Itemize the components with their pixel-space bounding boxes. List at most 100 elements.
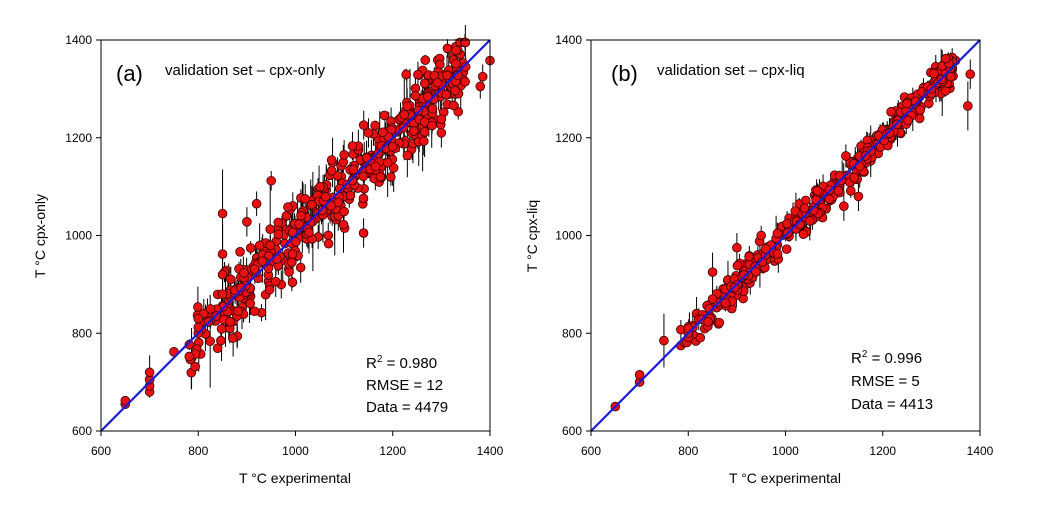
- panel-a-data-point: [242, 217, 252, 227]
- panel-a-data-point: [401, 69, 411, 80]
- panel-b-tag: (b): [611, 61, 638, 86]
- panel-b-data-point: [732, 242, 742, 253]
- panel-b-y-tick-label: 1200: [555, 131, 582, 145]
- panel-a-r2: R2 = 0.980: [366, 354, 437, 372]
- panel-b-y-tick-label: 800: [562, 326, 582, 340]
- panel-a-data-point: [448, 100, 459, 111]
- panel-b-data-point: [833, 185, 844, 196]
- panel-a-data-point: [249, 306, 260, 317]
- panel-b-x-tick-label: 1000: [772, 444, 799, 458]
- panel-a-data-point: [419, 127, 430, 137]
- panel-a-data-point: [317, 205, 328, 216]
- panel-a-data-point: [427, 120, 437, 131]
- panel-b-data-point: [760, 244, 771, 254]
- panel-a-data-point: [296, 210, 306, 221]
- panel-a-data-point: [363, 128, 374, 138]
- panel-a-data-point: [347, 141, 358, 151]
- panel-b-y-tick-label: 1000: [555, 229, 582, 243]
- panel-b-data-point: [965, 69, 976, 80]
- panel-a-data-point: [245, 298, 256, 309]
- panel-a-data-point: [432, 77, 443, 88]
- panel-a-data-point: [236, 282, 246, 293]
- panel-b-data-point: [929, 68, 939, 79]
- panel-a-data-point: [304, 227, 314, 238]
- panel-a-data-point: [300, 194, 311, 204]
- panel-b-data-point: [824, 194, 835, 204]
- panel-b-data-point: [841, 151, 851, 161]
- panel-a-data-point: [408, 126, 419, 136]
- panel-b-data-point: [707, 294, 718, 304]
- panel-a-x-tick-label: 1000: [282, 444, 309, 458]
- panel-b-data-point: [915, 105, 925, 115]
- panel-a-data-point: [216, 335, 226, 346]
- panel-b-data-point: [853, 191, 864, 202]
- panel-a-data-point: [451, 45, 461, 56]
- panel-a-data-count: Data = 4479: [366, 399, 448, 416]
- panel-a-data-point: [451, 58, 461, 69]
- panel-b-data-point: [756, 230, 766, 241]
- panel-a-y-axis-label: T °C cpx-only: [32, 194, 48, 278]
- panel-a-data-point: [205, 336, 215, 347]
- panel-b-y-axis-label: T °C cpx-liq: [524, 200, 540, 272]
- panel-a-data-point: [419, 78, 430, 89]
- panel-b-data-point: [634, 369, 645, 380]
- panel-a-data-point: [348, 164, 359, 175]
- panel-a-data-point: [420, 55, 431, 65]
- panel-a-data-point: [190, 361, 200, 372]
- panel-a-data-point: [287, 277, 298, 288]
- panel-a-data-point: [358, 193, 369, 204]
- panel-a-data-point: [227, 333, 238, 343]
- panel-a-data-point: [339, 150, 349, 160]
- panel-b-data-point: [703, 317, 713, 327]
- panel-a-data-point: [375, 172, 386, 182]
- panel-a-data-point: [413, 69, 423, 80]
- panel-a-data-point: [410, 90, 421, 101]
- panel-a-data-point: [345, 190, 356, 201]
- panel-a-data-point: [441, 89, 451, 100]
- panel-b-data-point: [739, 270, 749, 280]
- panel-a-data-point: [265, 224, 276, 235]
- panel-a-y-tick-label: 1400: [65, 33, 92, 47]
- panel-a-data-point: [307, 199, 317, 210]
- panel-b-data-point: [940, 53, 951, 64]
- panel-a-data-point: [347, 175, 358, 186]
- panel-a-data-point: [216, 324, 227, 334]
- panel-a-data-point: [287, 257, 297, 268]
- panel-a-data-point: [339, 206, 349, 217]
- panel-a-data-point: [205, 304, 216, 314]
- panel-b-x-tick-label: 600: [581, 444, 601, 458]
- panel-a-data-point: [254, 240, 265, 251]
- panel-a-data-point: [233, 306, 243, 317]
- panel-a-data-point: [266, 175, 276, 186]
- panel-a-y-tick-label: 600: [72, 424, 92, 438]
- panel-b-data-count: Data = 4413: [851, 396, 933, 413]
- panel-a-data-point: [450, 85, 460, 96]
- panel-a-data-point: [402, 101, 412, 112]
- panel-b-x-tick-label: 800: [678, 444, 698, 458]
- panel-a-data-point: [436, 114, 447, 124]
- panel-a: (a) validation set – cpx-only R2 = 0.980…: [32, 25, 504, 486]
- panel-a-data-point: [287, 227, 298, 238]
- panel-a-x-tick-label: 600: [91, 444, 111, 458]
- panel-a-data-point: [184, 339, 195, 350]
- panel-b-data-point: [799, 203, 810, 214]
- panel-b-y-tick-label: 1400: [555, 33, 582, 47]
- panel-a-data-point: [442, 70, 452, 81]
- panel-a-data-point: [427, 103, 438, 114]
- panel-a-data-point: [249, 264, 260, 274]
- panel-a-data-point: [217, 249, 228, 259]
- panel-a-data-point: [460, 37, 471, 48]
- panel-a-data-point: [370, 161, 381, 172]
- panel-a-data-point: [475, 81, 486, 92]
- panel-b-r2: R2 = 0.996: [851, 349, 922, 367]
- panel-a-data-point: [273, 229, 284, 240]
- panel-a-y-tick-label: 1000: [65, 229, 92, 243]
- panel-a-data-point: [144, 367, 155, 378]
- panel-b-data-point: [707, 267, 718, 277]
- panel-b-data-point: [801, 195, 811, 206]
- panel-a-title: validation set – cpx-only: [165, 62, 326, 79]
- panel-a-data-point: [217, 269, 228, 280]
- panel-b-data-point: [845, 186, 856, 196]
- panel-a-data-point: [358, 120, 369, 130]
